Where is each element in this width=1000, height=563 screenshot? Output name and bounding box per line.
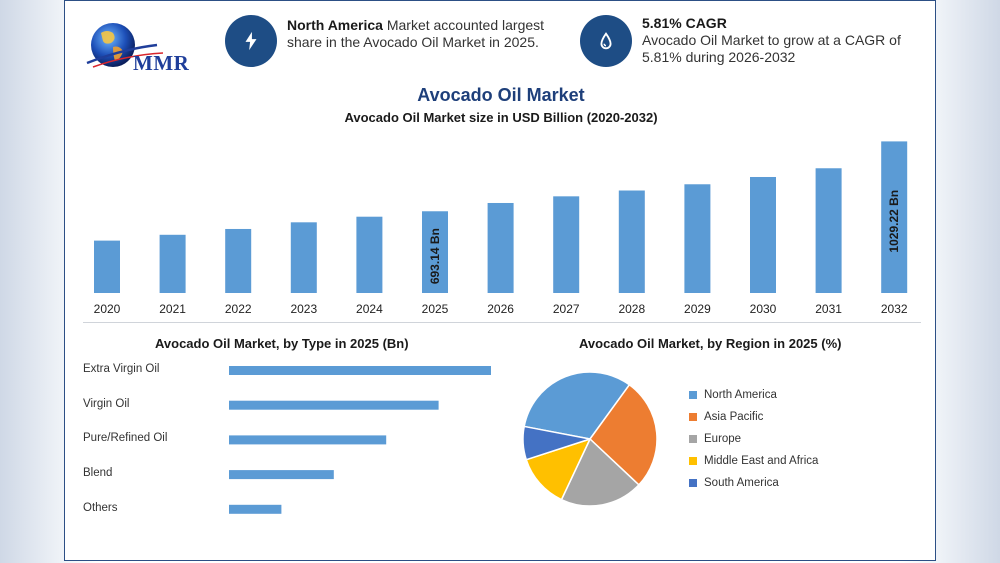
x-tick-2031: 2031 (815, 302, 842, 316)
mmr-logo: MMR (83, 19, 195, 75)
type-bar-others (229, 504, 282, 514)
oil-drop-icon-badge (580, 15, 632, 67)
x-tick-2026: 2026 (487, 302, 514, 316)
bar-2030 (750, 176, 776, 293)
bar-2025 (422, 211, 448, 293)
type-bar-pure-refined-oil (229, 435, 387, 445)
type-label: Pure/Refined Oil (83, 432, 168, 445)
info2-bold: 5.81% CAGR (642, 15, 727, 31)
lightning-icon-badge (225, 15, 277, 67)
legend-item-asia-pacific: Asia Pacific (689, 411, 763, 423)
legend-swatch (689, 435, 697, 443)
bar-2028 (618, 190, 645, 293)
pie-slice-north-america (523, 371, 631, 440)
type-bar-chart (229, 366, 491, 514)
bar-2024 (356, 216, 383, 293)
legend-swatch (689, 391, 697, 399)
x-tick-2027: 2027 (553, 302, 580, 316)
x-tick-2022: 2022 (225, 302, 252, 316)
logo-text: MMR (133, 51, 190, 75)
type-bar-blend (229, 470, 334, 480)
info1-bold: North America (287, 17, 383, 33)
legend-label: North America (704, 389, 777, 401)
type-bar-virgin-oil (229, 400, 439, 410)
data-label-2025: 693.14 Bn (428, 228, 442, 284)
legend-item-south-america: South America (689, 477, 779, 489)
legend-swatch (689, 479, 697, 487)
bar-2031 (815, 168, 842, 293)
info-cagr: 5.81% CAGR Avocado Oil Market to grow at… (642, 15, 912, 66)
chart-title: Avocado Oil Market (417, 85, 585, 105)
region-chart-title: Avocado Oil Market, by Region in 2025 (%… (579, 336, 842, 351)
x-tick-2020: 2020 (94, 302, 121, 316)
data-label-2032: 1029.22 Bn (887, 190, 901, 253)
pie-slice-asia-pacific (589, 383, 658, 486)
legend-label: Europe (704, 433, 742, 445)
bar-2026 (487, 202, 514, 293)
info1-text: Market accounted largest share in the Av… (287, 17, 545, 50)
pie-slice-europe (560, 437, 640, 507)
lightning-icon (245, 31, 257, 51)
type-chart-title: Avocado Oil Market, by Type in 2025 (Bn) (155, 336, 409, 351)
type-label: Extra Virgin Oil (83, 363, 160, 375)
type-label: Virgin Oil (83, 397, 130, 410)
section-divider (83, 322, 921, 323)
x-tick-2029: 2029 (684, 302, 711, 316)
bar-2023 (290, 222, 317, 293)
x-tick-2021: 2021 (159, 302, 186, 316)
bar-2021 (159, 234, 186, 293)
legend-label: Asia Pacific (704, 411, 764, 423)
bar-2029 (684, 184, 711, 293)
bar-2022 (225, 228, 252, 293)
type-label: Blend (83, 467, 113, 480)
market-size-bar-chart: 2020 2021 2022 2023 2024 2025 2026 2027 2028 2029… (94, 141, 908, 316)
bar-2027 (553, 196, 580, 293)
legend-label: Middle East and Africa (704, 455, 819, 467)
oil-drop-icon (600, 32, 612, 50)
globe-icon (86, 23, 164, 68)
x-tick-2023: 2023 (290, 302, 317, 316)
x-tick-2024: 2024 (356, 302, 383, 316)
x-tick-2032: 2032 (881, 302, 908, 316)
x-tick-2028: 2028 (618, 302, 645, 316)
legend-item-europe: Europe (689, 433, 741, 445)
bar-2020 (94, 240, 120, 293)
legend-item-north-america: North America (689, 389, 777, 401)
x-tick-2030: 2030 (750, 302, 777, 316)
legend-label: South America (704, 477, 779, 489)
legend-swatch (689, 457, 697, 465)
chart-subtitle: Avocado Oil Market size in USD Billion (… (344, 110, 658, 125)
pie-slice-south-america (522, 425, 591, 461)
info-north-america: North America Market accounted largest s… (287, 17, 557, 51)
type-label: Others (83, 501, 118, 514)
bar-2032 (881, 141, 908, 293)
info2-text: Avocado Oil Market to grow at a CAGR of … (642, 32, 901, 65)
infographic-frame: MMR North America Market accounted large… (64, 0, 936, 561)
region-pie-chart (522, 371, 658, 507)
legend-item-middle-east-and-africa: Middle East and Africa (689, 455, 818, 467)
legend-swatch (689, 413, 697, 421)
pie-slice-middle-east-and-africa (525, 437, 592, 501)
x-tick-2025: 2025 (422, 302, 449, 316)
type-bar-extra-virgin-oil (229, 366, 491, 375)
